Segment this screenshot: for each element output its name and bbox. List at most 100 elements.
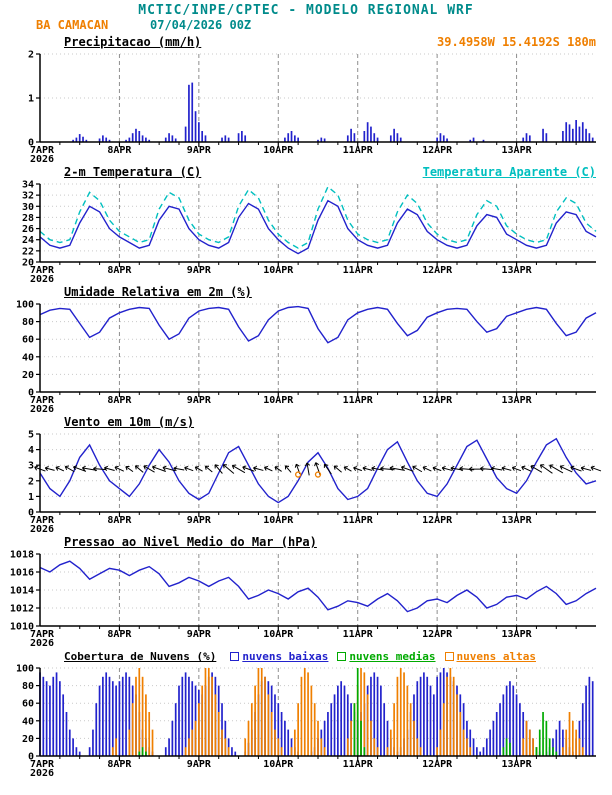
- panel-title-cloud-cover: Cobertura de Nuvens (%): [64, 650, 217, 663]
- svg-text:1016: 1016: [10, 568, 34, 579]
- svg-text:80: 80: [22, 317, 34, 328]
- svg-text:32: 32: [22, 191, 34, 202]
- run-datetime: 07/04/2026 00Z: [150, 18, 252, 32]
- svg-text:2026: 2026: [30, 274, 54, 284]
- report-title: MCTIC/INPE/CPTEC - MODELO REGIONAL WRF: [138, 3, 474, 18]
- cloud-cover-chart: 0 20 40 60 80 100 7APR 2026 8APR 9APR 10APR 11APR 12…: [0, 663, 612, 779]
- svg-text:12APR: 12APR: [422, 629, 453, 640]
- low-clouds-label: nuvens baixas: [242, 650, 329, 663]
- svg-text:60: 60: [22, 335, 34, 346]
- svg-text:13APR: 13APR: [502, 145, 533, 156]
- svg-text:2: 2: [28, 476, 34, 487]
- svg-text:12APR: 12APR: [422, 759, 453, 770]
- svg-text:100: 100: [16, 300, 34, 311]
- svg-text:2: 2: [28, 50, 34, 61]
- svg-text:26: 26: [22, 224, 34, 235]
- svg-text:1: 1: [28, 94, 34, 105]
- precipitation-chart: 0 1 2 7APR 2026 8APR 9APR 10APR 11APR 12APR 13APR: [0, 49, 612, 165]
- svg-text:1: 1: [28, 492, 34, 503]
- high-clouds-label: nuvens altas: [456, 650, 536, 663]
- svg-text:8APR: 8APR: [107, 395, 132, 406]
- svg-text:10APR: 10APR: [263, 395, 294, 406]
- svg-text:13APR: 13APR: [502, 515, 533, 526]
- panel-title-wind: Vento em 10m (m/s): [64, 415, 195, 429]
- pressure-chart: 1010 1012 1014 1016 1018 7APR 2026 8APR 9APR 10AP…: [0, 549, 612, 649]
- svg-text:1012: 1012: [10, 604, 34, 615]
- low-clouds-swatch-icon: [230, 652, 240, 661]
- svg-text:40: 40: [22, 352, 34, 363]
- svg-text:28: 28: [22, 213, 34, 224]
- svg-text:10APR: 10APR: [263, 629, 294, 640]
- panel-wind: Vento em 10m (m/s) 0 1 2 3 4 5 7APR 2026 8APR 9AP…: [0, 414, 612, 535]
- panel-humidity: Umidade Relativa em 2m (%) 0 20 40 60 80 100 7…: [0, 284, 612, 415]
- svg-text:7APR: 7APR: [30, 395, 55, 406]
- panel-precipitation-header: Precipitacao (mm/h) 39.4958W 15.4192S 18…: [0, 34, 612, 49]
- svg-text:1010: 1010: [10, 622, 34, 633]
- svg-text:20: 20: [22, 258, 34, 269]
- svg-text:1014: 1014: [10, 586, 34, 597]
- svg-text:12APR: 12APR: [422, 265, 453, 276]
- svg-text:0: 0: [28, 508, 34, 519]
- panel-temperature-header: 2-m Temperatura (C) Temperatura Aparente…: [0, 164, 612, 179]
- legend-item-low-clouds: nuvens baixas: [230, 650, 328, 663]
- svg-text:9APR: 9APR: [187, 759, 212, 770]
- panel-title-temperature: 2-m Temperatura (C): [64, 165, 202, 179]
- svg-text:8APR: 8APR: [107, 265, 132, 276]
- svg-text:11APR: 11APR: [343, 265, 374, 276]
- svg-text:12APR: 12APR: [422, 515, 453, 526]
- legend-item-mid-clouds: nuvens medias: [337, 650, 436, 663]
- svg-text:24: 24: [22, 235, 34, 246]
- panel-precipitation: Precipitacao (mm/h) 39.4958W 15.4192S 18…: [0, 34, 612, 165]
- svg-text:0: 0: [28, 138, 34, 149]
- svg-text:22: 22: [22, 246, 34, 257]
- svg-text:10APR: 10APR: [263, 265, 294, 276]
- svg-text:13APR: 13APR: [502, 395, 533, 406]
- svg-text:5: 5: [28, 430, 34, 441]
- svg-text:2026: 2026: [30, 768, 54, 778]
- svg-text:9APR: 9APR: [187, 629, 212, 640]
- svg-text:20: 20: [22, 370, 34, 381]
- svg-text:2026: 2026: [30, 154, 54, 164]
- svg-text:7APR: 7APR: [30, 265, 55, 276]
- svg-text:60: 60: [22, 699, 34, 710]
- svg-text:8APR: 8APR: [107, 629, 132, 640]
- svg-text:1018: 1018: [10, 550, 34, 561]
- svg-text:12APR: 12APR: [422, 395, 453, 406]
- panel-pressure-header: Pressao ao Nivel Medio do Mar (hPa): [0, 534, 612, 549]
- location-coords: 39.4958W 15.4192S 180m: [437, 35, 596, 49]
- svg-text:8APR: 8APR: [107, 759, 132, 770]
- apparent-temperature-legend: Temperatura Aparente (C): [422, 165, 596, 179]
- svg-text:10APR: 10APR: [263, 515, 294, 526]
- panel-wind-header: Vento em 10m (m/s): [0, 414, 612, 429]
- svg-text:11APR: 11APR: [343, 515, 374, 526]
- meteogram-page: MCTIC/INPE/CPTEC - MODELO REGIONAL WRF B…: [0, 3, 612, 779]
- svg-text:3: 3: [28, 461, 34, 472]
- cloud-legend: nuvens baixas nuvens medias nuvens altas: [230, 650, 536, 663]
- svg-text:8APR: 8APR: [107, 145, 132, 156]
- svg-text:11APR: 11APR: [343, 629, 374, 640]
- panel-title-pressure: Pressao ao Nivel Medio do Mar (hPa): [64, 535, 317, 549]
- legend-item-high-clouds: nuvens altas: [444, 650, 536, 663]
- svg-text:100: 100: [16, 664, 34, 675]
- svg-text:4: 4: [28, 445, 34, 456]
- svg-text:9APR: 9APR: [187, 515, 212, 526]
- report-subheader: BA CAMACAN 07/04/2026 00Z: [0, 18, 612, 34]
- svg-text:20: 20: [22, 734, 34, 745]
- panel-cloud-cover: Cobertura de Nuvens (%) nuvens baixas nu…: [0, 648, 612, 779]
- panel-title-precipitation: Precipitacao (mm/h): [64, 35, 202, 49]
- svg-text:34: 34: [22, 180, 34, 191]
- svg-text:13APR: 13APR: [502, 265, 533, 276]
- wind-chart: 0 1 2 3 4 5 7APR 2026 8APR 9APR 10APR 11APR 12APR 13A…: [0, 429, 612, 535]
- svg-text:0: 0: [28, 752, 34, 763]
- svg-text:8APR: 8APR: [107, 515, 132, 526]
- svg-text:12APR: 12APR: [422, 145, 453, 156]
- svg-text:10APR: 10APR: [263, 145, 294, 156]
- svg-text:9APR: 9APR: [187, 265, 212, 276]
- svg-text:2026: 2026: [30, 404, 54, 414]
- panel-cloud-cover-header: Cobertura de Nuvens (%) nuvens baixas nu…: [0, 648, 612, 663]
- svg-text:7APR: 7APR: [30, 515, 55, 526]
- svg-text:7APR: 7APR: [30, 759, 55, 770]
- svg-text:7APR: 7APR: [30, 629, 55, 640]
- svg-text:2026: 2026: [30, 638, 54, 648]
- svg-text:11APR: 11APR: [343, 395, 374, 406]
